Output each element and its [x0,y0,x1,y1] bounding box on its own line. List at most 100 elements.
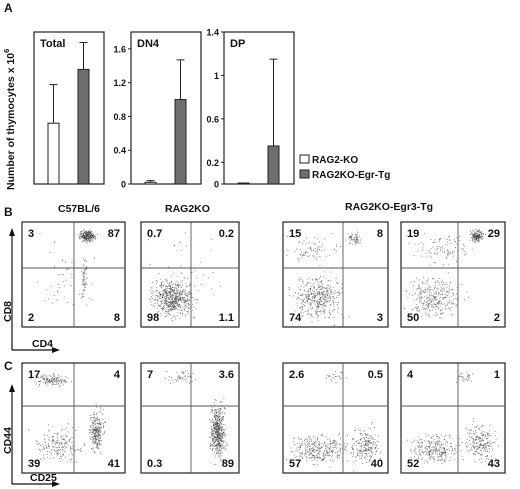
event-dot [427,446,429,448]
event-dot [350,242,351,244]
event-dot [444,443,446,444]
event-dot [313,297,315,298]
event-dot [345,445,347,447]
event-dot [305,299,307,301]
flow-plot-cd8-cd4-2: 0.7 0.298 1.1 [140,221,240,328]
event-dot [427,448,429,450]
event-dot [186,292,188,294]
event-dot [89,235,91,237]
event-dot [339,432,340,434]
event-dot [83,273,85,275]
event-dot [92,422,94,424]
event-dot [39,381,41,383]
event-dot [439,437,440,439]
event-dot [173,299,175,300]
event-dot [222,406,223,408]
event-dot [98,437,100,439]
event-dot [444,455,446,456]
y-tick-label: 1.4 [206,28,219,38]
event-dot [480,234,482,236]
event-dot [311,308,313,310]
event-dot [440,310,442,312]
event-dot [302,255,303,257]
event-dot [482,447,484,449]
event-dot [425,305,426,307]
event-dot [100,427,102,429]
event-dot [356,241,358,243]
event-dot [93,435,95,437]
event-dot [363,449,365,451]
event-dot [479,228,480,230]
event-dot [78,237,80,239]
event-dot [184,375,186,377]
event-dot [71,459,72,461]
event-dot [156,295,158,296]
event-dot [179,309,181,311]
event-dot [438,298,440,299]
event-dot [438,294,439,296]
event-dot [317,284,319,286]
event-dot [213,425,215,427]
event-dot [471,230,473,231]
event-dot [171,296,173,298]
event-dot [425,436,427,438]
event-dot [336,243,338,245]
event-dot [329,313,331,315]
event-dot [484,451,486,453]
event-dot [55,451,57,452]
event-dot [155,283,157,285]
scatter-dots [148,232,222,321]
event-dot [435,447,437,449]
event-dot [429,458,431,460]
event-dot [166,279,168,281]
event-dot [47,379,48,380]
event-dot [218,443,220,445]
event-dot [312,299,314,301]
event-dot [86,237,88,239]
event-dot [310,314,312,315]
event-dot [218,420,220,422]
event-dot [31,377,33,378]
event-dot [374,434,376,436]
event-dot [97,425,99,427]
event-dot [465,427,467,429]
event-dot [95,419,97,421]
event-dot [217,453,219,455]
event-dot [444,450,446,452]
event-dot [165,280,167,282]
event-dot [172,320,174,321]
event-dot [218,445,220,446]
event-dot [213,464,215,466]
event-dot [85,287,86,288]
event-dot [310,441,312,443]
event-dot [463,299,465,301]
event-dot [448,251,450,253]
event-dot [177,301,179,303]
event-dot [447,272,449,274]
event-dot [52,375,54,377]
event-dot [454,450,456,452]
event-dot [171,281,172,283]
event-dot [454,447,456,449]
event-dot [339,294,340,296]
event-dot [176,297,178,299]
event-dot [345,377,347,379]
event-dot [168,379,170,381]
event-dot [354,241,356,243]
event-dot [90,238,92,240]
event-dot [430,239,432,240]
event-dot [169,304,171,306]
flow-plot-cd8-cd4-3: 15 874 3 [282,221,389,328]
event-dot [333,374,335,375]
event-dot [360,450,362,452]
event-dot [427,461,428,463]
event-dot [78,234,80,235]
event-dot [486,455,488,456]
event-dot [324,457,326,459]
event-dot [309,449,310,450]
event-dot [299,443,300,445]
event-dot [220,423,222,424]
event-dot [362,451,364,453]
event-dot [409,293,410,295]
event-dot [211,419,213,421]
